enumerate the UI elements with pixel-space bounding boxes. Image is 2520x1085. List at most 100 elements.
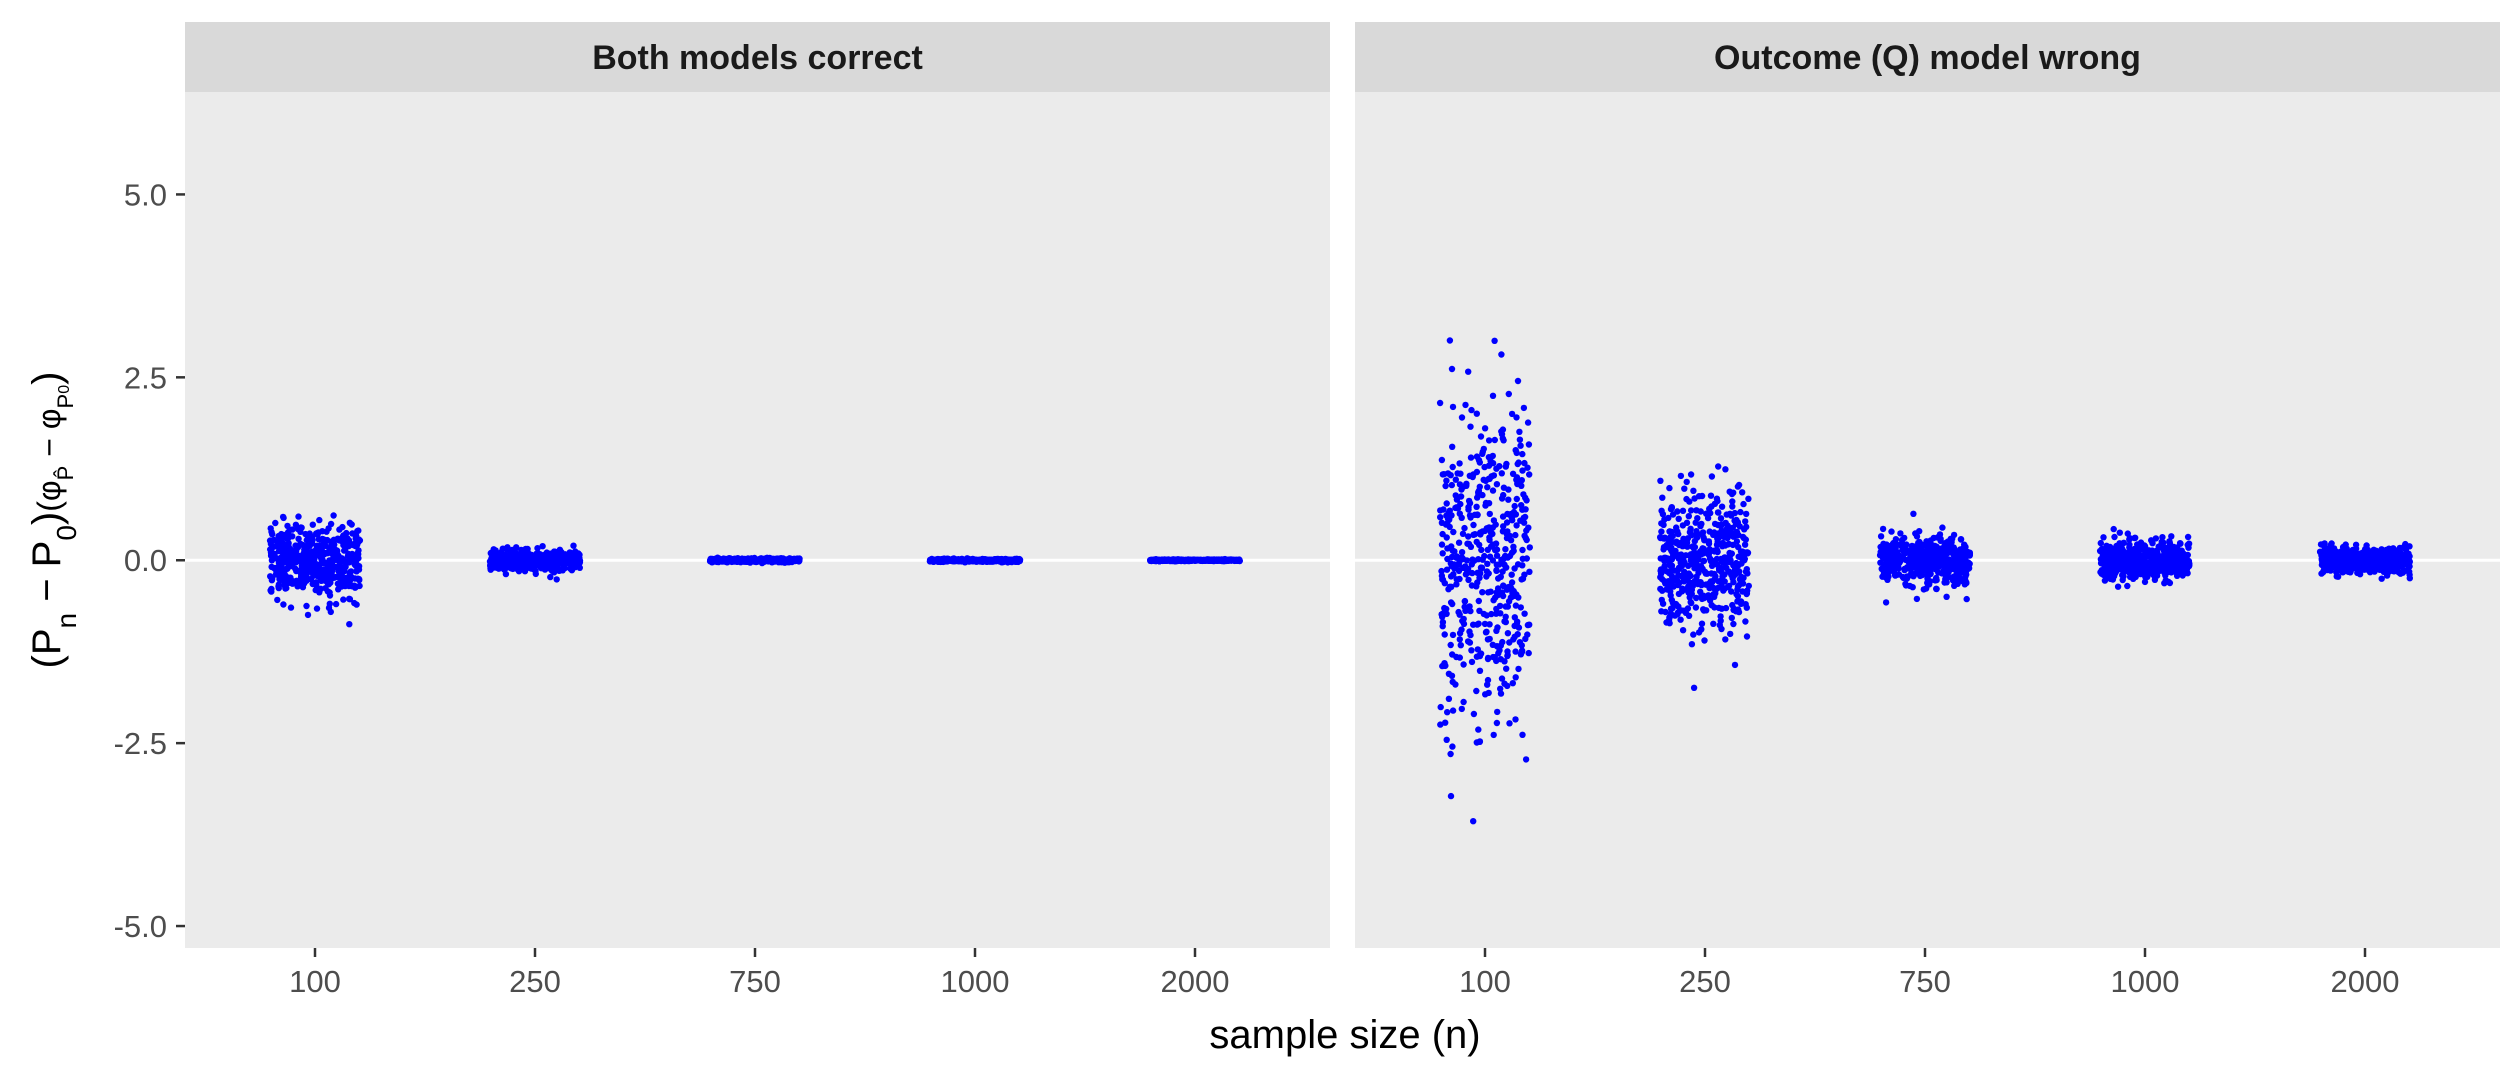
data-point: [1464, 557, 1470, 563]
data-point: [2159, 534, 2165, 540]
data-point: [1490, 642, 1496, 648]
data-point: [1744, 605, 1750, 611]
data-point: [1739, 489, 1745, 495]
data-point: [1449, 444, 1455, 450]
data-point: [1477, 668, 1483, 674]
data-point: [1690, 631, 1696, 637]
data-point: [2133, 574, 2139, 580]
data-point: [1955, 576, 1961, 582]
data-point: [495, 565, 501, 571]
data-point: [1490, 487, 1496, 493]
data-point: [1501, 485, 1507, 491]
data-point: [297, 567, 303, 573]
data-point: [1505, 603, 1511, 609]
data-point: [2364, 564, 2370, 570]
data-point: [1473, 688, 1479, 694]
data-point: [1735, 606, 1741, 612]
data-point: [937, 559, 943, 565]
data-point: [300, 584, 306, 590]
data-point: [283, 548, 289, 554]
data-point: [1730, 579, 1736, 585]
data-point: [324, 568, 330, 574]
data-point: [1512, 503, 1518, 509]
data-point: [2400, 570, 2406, 576]
data-point: [543, 561, 549, 567]
data-point: [518, 547, 524, 553]
data-point: [1457, 471, 1463, 477]
data-point: [1492, 594, 1498, 600]
data-point: [336, 575, 342, 581]
data-point: [1449, 743, 1455, 749]
data-point: [1718, 577, 1724, 583]
data-point: [1735, 561, 1741, 567]
data-point: [1657, 574, 1663, 580]
data-point: [1917, 573, 1923, 579]
data-point: [1485, 677, 1491, 683]
data-point: [795, 557, 801, 563]
data-point: [1449, 673, 1455, 679]
data-point: [554, 576, 560, 582]
data-point: [1475, 726, 1481, 732]
data-point: [504, 558, 510, 564]
data-point: [1903, 541, 1909, 547]
data-point: [1510, 471, 1516, 477]
data-point: [1441, 605, 1447, 611]
data-point: [1438, 568, 1444, 574]
data-point: [1513, 522, 1519, 528]
data-point: [1444, 737, 1450, 743]
data-point: [1503, 564, 1509, 570]
data-point: [961, 557, 967, 563]
data-point: [1710, 621, 1716, 627]
data-point: [1481, 611, 1487, 617]
data-point: [1661, 558, 1667, 564]
data-point: [1916, 545, 1922, 551]
data-point: [313, 530, 319, 536]
data-point: [1892, 545, 1898, 551]
data-point: [1668, 578, 1674, 584]
data-point: [346, 558, 352, 564]
facet-panel-2: Outcome (Q) model wrong: [1355, 22, 2500, 948]
data-point: [2185, 534, 2191, 540]
data-point: [288, 578, 294, 584]
data-point: [305, 612, 311, 618]
data-point: [1937, 558, 1943, 564]
data-point: [1504, 683, 1510, 689]
data-point: [2180, 551, 2186, 557]
data-point: [1228, 557, 1234, 563]
data-point: [1914, 533, 1920, 539]
data-point: [1510, 680, 1516, 686]
data-point: [1459, 515, 1465, 521]
data-point: [2160, 556, 2166, 562]
data-point: [1725, 523, 1731, 529]
data-point: [1677, 617, 1683, 623]
data-point: [1666, 485, 1672, 491]
data-point: [1519, 732, 1525, 738]
data-point: [2393, 562, 2399, 568]
data-point: [1939, 524, 1945, 530]
data-point: [1496, 561, 1502, 567]
data-point: [1888, 528, 1894, 534]
data-point: [1666, 620, 1672, 626]
data-point: [1450, 571, 1456, 577]
data-point: [1943, 594, 1949, 600]
data-point: [1459, 414, 1465, 420]
data-point: [1465, 369, 1471, 375]
data-point: [333, 601, 339, 607]
data-point: [2169, 564, 2175, 570]
data-point: [1480, 557, 1486, 563]
data-point: [1717, 613, 1723, 619]
data-point: [1914, 596, 1920, 602]
data-point: [305, 533, 311, 539]
data-point: [1910, 552, 1916, 558]
data-point: [1450, 707, 1456, 713]
data-point: [1958, 536, 1964, 542]
data-point: [1729, 498, 1735, 504]
data-point: [342, 583, 348, 589]
data-point: [1487, 511, 1493, 517]
facet-title: Outcome (Q) model wrong: [1714, 39, 2141, 77]
data-point: [1513, 511, 1519, 517]
data-point: [1474, 411, 1480, 417]
facet-title: Both models correct: [592, 39, 923, 77]
data-point: [1500, 523, 1506, 529]
